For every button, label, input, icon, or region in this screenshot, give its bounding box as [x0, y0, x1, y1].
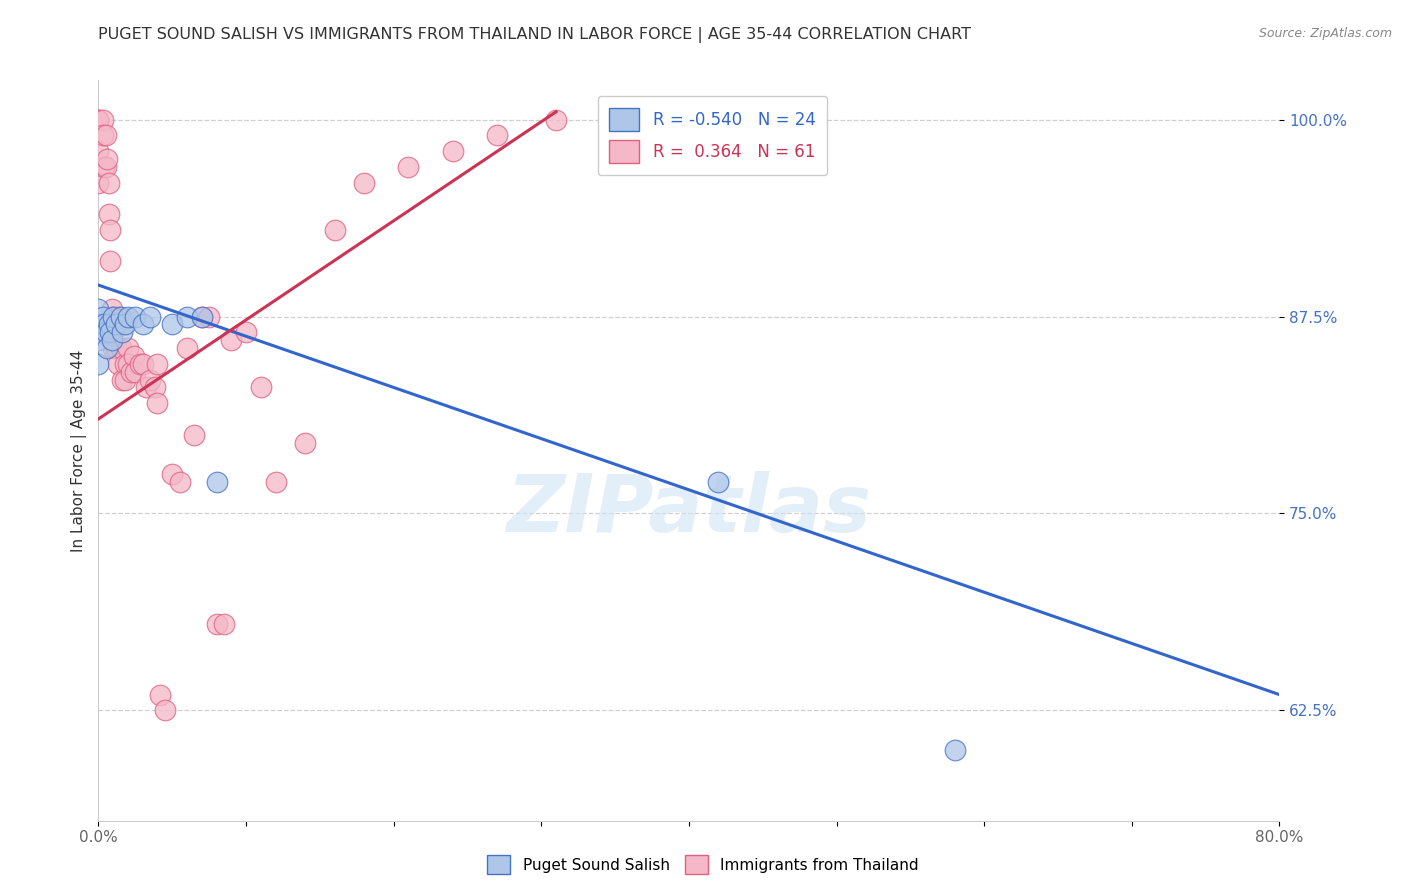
Point: [139, 373, 162, 387]
Text: ZIPatlas: ZIPatlas: [506, 471, 872, 549]
Point: [103, 310, 125, 324]
Point: [110, 341, 132, 355]
Point: [122, 349, 145, 363]
Point: [398, 160, 420, 174]
Point: [98, 223, 121, 237]
Point: [117, 341, 139, 355]
Point: [93, 318, 115, 332]
Point: [87, 176, 110, 190]
Legend: R = -0.540   N = 24, R =  0.364   N = 61: R = -0.540 N = 24, R = 0.364 N = 61: [598, 96, 827, 175]
Point: [191, 310, 214, 324]
Point: [183, 427, 205, 442]
Point: [114, 357, 136, 371]
Point: [707, 475, 730, 489]
Point: [97, 318, 120, 332]
Point: [87, 112, 110, 127]
Point: [87, 357, 110, 371]
Point: [111, 373, 134, 387]
Point: [91, 112, 114, 127]
Point: [87, 333, 110, 347]
Point: [162, 467, 183, 481]
Point: [212, 616, 235, 631]
Point: [294, 435, 316, 450]
Point: [198, 310, 221, 324]
Point: [546, 112, 568, 127]
Point: [139, 310, 162, 324]
Point: [146, 357, 169, 371]
Point: [153, 703, 176, 717]
Point: [323, 223, 346, 237]
Point: [97, 176, 120, 190]
Point: [132, 357, 155, 371]
Point: [87, 301, 110, 316]
Point: [105, 318, 128, 332]
Point: [103, 341, 125, 355]
Point: [87, 112, 110, 127]
Point: [110, 318, 132, 332]
Point: [205, 475, 228, 489]
Point: [441, 144, 464, 158]
Point: [94, 128, 117, 143]
Point: [98, 326, 121, 340]
Point: [114, 318, 136, 332]
Point: [105, 318, 128, 332]
Point: [91, 310, 114, 324]
Point: [87, 144, 110, 158]
Point: [96, 341, 118, 355]
Point: [143, 380, 166, 394]
Point: [111, 326, 134, 340]
Point: [87, 318, 110, 332]
Point: [943, 743, 966, 757]
Point: [94, 160, 117, 174]
Point: [120, 365, 142, 379]
Point: [124, 365, 146, 379]
Point: [176, 310, 198, 324]
Point: [114, 373, 136, 387]
Point: [107, 357, 129, 371]
Point: [486, 128, 509, 143]
Legend: Puget Sound Salish, Immigrants from Thailand: Puget Sound Salish, Immigrants from Thai…: [481, 849, 925, 880]
Point: [117, 310, 139, 324]
Y-axis label: In Labor Force | Age 35-44: In Labor Force | Age 35-44: [72, 350, 87, 551]
Point: [87, 112, 110, 127]
Point: [353, 176, 375, 190]
Point: [135, 380, 157, 394]
Point: [97, 207, 120, 221]
Point: [110, 310, 132, 324]
Point: [98, 254, 121, 268]
Point: [221, 333, 243, 347]
Point: [176, 341, 198, 355]
Point: [103, 326, 125, 340]
Point: [107, 310, 129, 324]
Point: [96, 152, 118, 166]
Point: [93, 160, 115, 174]
Point: [146, 396, 169, 410]
Point: [103, 310, 125, 324]
Point: [124, 310, 146, 324]
Point: [250, 380, 273, 394]
Point: [162, 318, 183, 332]
Point: [149, 688, 172, 702]
Point: [105, 341, 128, 355]
Point: [91, 128, 114, 143]
Point: [128, 357, 150, 371]
Point: [264, 475, 287, 489]
Text: Source: ZipAtlas.com: Source: ZipAtlas.com: [1258, 27, 1392, 40]
Text: PUGET SOUND SALISH VS IMMIGRANTS FROM THAILAND IN LABOR FORCE | AGE 35-44 CORREL: PUGET SOUND SALISH VS IMMIGRANTS FROM TH…: [98, 27, 972, 43]
Point: [205, 616, 228, 631]
Point: [132, 318, 155, 332]
Point: [191, 310, 214, 324]
Point: [117, 357, 139, 371]
Point: [235, 326, 257, 340]
Point: [169, 475, 191, 489]
Point: [100, 301, 122, 316]
Point: [94, 326, 117, 340]
Point: [100, 333, 122, 347]
